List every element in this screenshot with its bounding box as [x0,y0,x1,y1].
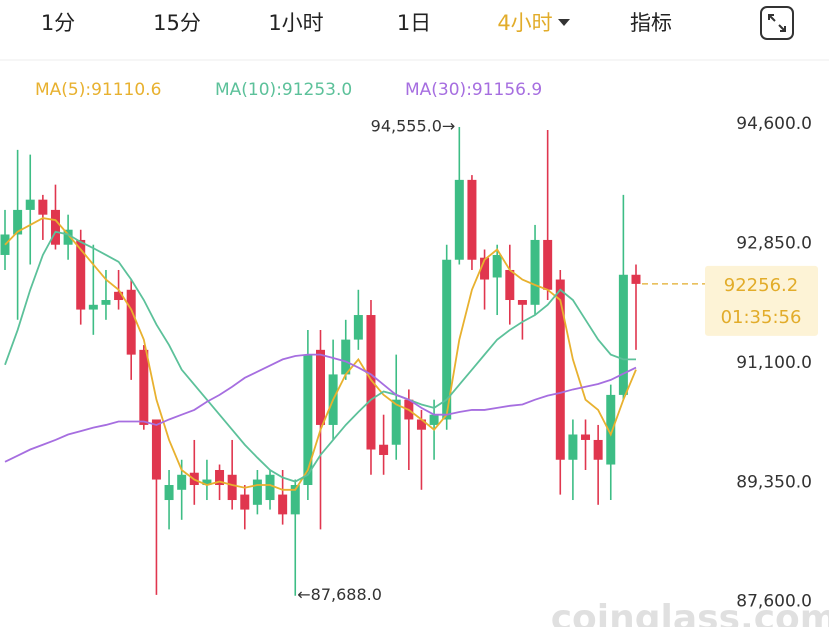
candle-body [50,209,60,245]
candle-body [379,444,389,455]
candle-body [265,474,275,501]
last-price-box [705,265,818,336]
candle-body [76,239,86,310]
candle-body [101,300,111,305]
low-annotation: ←87,688.0 [297,585,382,604]
candle-body [480,257,490,280]
candle-body [593,439,603,460]
candle-body [416,419,426,430]
y-tick-label: 92,850.0 [736,233,812,253]
expand-icon[interactable] [760,6,794,40]
candle-body [581,434,591,440]
candle-body [252,479,262,505]
candle-body [568,434,578,460]
candle-body [13,209,23,235]
candle-body [88,304,98,310]
tab-dropdown-arrow [558,19,570,26]
candle-body [316,349,325,425]
candle-body [25,199,35,210]
legend-entry: MA(30):91156.9 [405,80,542,100]
candle-body [517,300,527,305]
candle-body [618,274,628,395]
candle-body [126,289,136,355]
tab[interactable]: 15分 [153,11,201,35]
legend-entry: MA(5):91110.6 [35,80,161,100]
expand-frame [760,6,794,40]
high-annotation: 94,555.0→ [371,116,456,135]
candle-body [341,339,351,375]
candle-body [227,474,237,501]
ma-line [4,230,636,483]
y-tick-label: 94,600.0 [736,114,812,134]
last-price: 92256.2 [724,275,798,296]
legend-entry: MA(10):91253.0 [215,80,352,100]
candle-body [151,419,161,480]
candle-body [391,399,401,445]
candle-body [555,279,565,460]
ma-line [4,217,637,491]
tab[interactable]: 1小时 [268,11,323,35]
candle-body [63,229,73,245]
candle-body [429,414,439,425]
candle-body [38,199,48,215]
candle-body [353,315,363,340]
candle-body [492,254,502,278]
tab[interactable]: 指标 [630,11,672,35]
candle-body [278,494,288,515]
candle-body [606,394,616,465]
tab[interactable]: 4小时 [497,11,552,35]
candle-body [543,239,553,290]
candle-body [139,349,149,425]
y-tick-label: 87,600.0 [736,592,812,612]
candle-body [366,315,376,450]
tab[interactable]: 1日 [397,11,431,35]
candle-body [631,274,641,284]
candle-body [202,479,212,486]
expand-arrows [768,14,786,32]
ma-line [4,353,637,463]
countdown: 01:35:56 [721,307,802,328]
candle-body [530,239,540,305]
candle-body [505,269,515,301]
tab[interactable]: 1分 [41,11,75,35]
candle-body [114,291,124,301]
y-tick-label: 91,100.0 [736,353,812,373]
candle-body [240,494,250,510]
candle-body [303,354,313,486]
candle-body [177,474,187,490]
candle-body [290,485,300,515]
y-tick-label: 89,350.0 [736,472,812,492]
candle-body [164,485,174,501]
watermark: coinglass.com [551,598,829,627]
candle-body [442,259,452,420]
candle-body [0,234,10,255]
candle-body [215,469,225,486]
candle-body [454,179,464,260]
candle-body [467,179,477,260]
